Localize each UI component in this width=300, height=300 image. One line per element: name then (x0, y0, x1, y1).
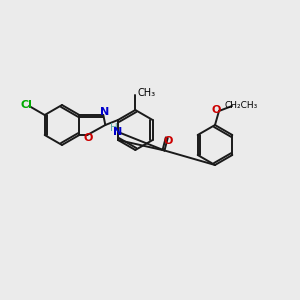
Text: H: H (110, 123, 118, 133)
Text: O: O (84, 133, 93, 143)
Text: O: O (211, 105, 221, 115)
Text: CH₂CH₃: CH₂CH₃ (224, 101, 258, 110)
Text: N: N (100, 107, 109, 117)
Text: Cl: Cl (20, 100, 32, 110)
Text: CH₃: CH₃ (137, 88, 155, 98)
Text: N: N (113, 127, 123, 137)
Text: O: O (163, 136, 172, 146)
